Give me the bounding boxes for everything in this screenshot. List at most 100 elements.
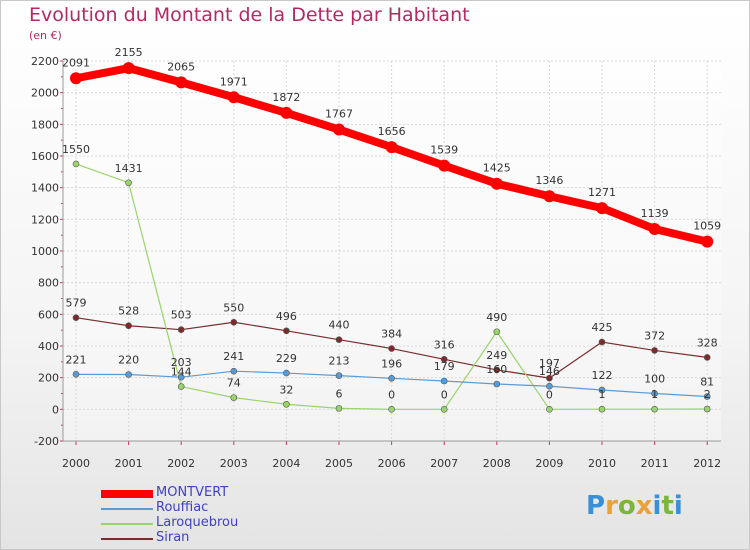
data-point-siran bbox=[388, 345, 395, 352]
x-tick-label: 2009 bbox=[535, 457, 563, 470]
data-point-siran bbox=[230, 318, 238, 326]
proxiti-logo: Proxiti bbox=[586, 491, 683, 521]
y-tick-label: 1200 bbox=[31, 213, 59, 226]
legend-label-rouffiac: Rouffiac bbox=[156, 500, 209, 515]
data-point-laroquebrou bbox=[493, 328, 501, 336]
data-label-laroquebrou: 32 bbox=[279, 383, 293, 396]
data-label-rouffiac: 241 bbox=[223, 350, 244, 363]
data-point-montvert bbox=[227, 91, 240, 104]
data-label-rouffiac: 81 bbox=[700, 376, 714, 389]
data-label-montvert: 2155 bbox=[115, 46, 143, 59]
data-point-laroquebrou bbox=[440, 406, 448, 413]
data-point-rouffiac bbox=[125, 371, 132, 378]
x-tick-label: 2002 bbox=[167, 457, 195, 470]
x-tick-label: 2004 bbox=[272, 457, 300, 470]
legend-label-laroquebrou: Laroquebrou bbox=[156, 515, 239, 530]
legend-label-montvert: MONTVERT bbox=[156, 485, 229, 500]
data-point-laroquebrou bbox=[703, 405, 711, 413]
data-label-laroquebrou: 6 bbox=[336, 387, 343, 400]
data-point-montvert bbox=[543, 190, 556, 203]
data-point-siran bbox=[125, 322, 132, 330]
legend-item-rouffiac: Rouffiac bbox=[101, 500, 401, 516]
legend-swatch-laroquebrou bbox=[101, 523, 153, 525]
data-label-rouffiac: 221 bbox=[66, 353, 87, 366]
x-tick-label: 2006 bbox=[378, 457, 406, 470]
data-point-rouffiac bbox=[546, 382, 553, 390]
data-label-rouffiac: 203 bbox=[171, 356, 192, 369]
x-tick-label: 2011 bbox=[641, 457, 669, 470]
data-point-montvert bbox=[438, 159, 451, 172]
data-point-siran bbox=[335, 336, 343, 343]
data-label-siran: 440 bbox=[329, 319, 350, 332]
data-label-siran: 528 bbox=[118, 305, 139, 318]
data-point-laroquebrou bbox=[651, 405, 658, 413]
chart-title: Evolution du Montant de la Dette par Hab… bbox=[29, 4, 470, 26]
data-label-rouffiac: 179 bbox=[434, 360, 455, 373]
legend-swatch-montvert bbox=[101, 490, 153, 498]
data-point-montvert bbox=[280, 106, 293, 119]
y-tick-label: 2200 bbox=[31, 55, 59, 68]
data-point-rouffiac bbox=[651, 390, 658, 397]
data-point-montvert bbox=[385, 141, 398, 154]
data-point-rouffiac bbox=[230, 367, 238, 375]
data-point-montvert bbox=[122, 62, 135, 75]
data-point-rouffiac bbox=[493, 380, 501, 388]
data-label-rouffiac: 213 bbox=[329, 355, 350, 368]
legend-swatch-siran bbox=[101, 538, 153, 540]
data-label-montvert: 2091 bbox=[62, 56, 90, 69]
data-label-montvert: 1059 bbox=[693, 220, 721, 233]
data-point-laroquebrou bbox=[335, 405, 343, 412]
x-tick-label: 2001 bbox=[115, 457, 143, 470]
data-label-rouffiac: 146 bbox=[539, 365, 560, 378]
data-label-laroquebrou: 0 bbox=[546, 388, 553, 401]
data-label-rouffiac: 100 bbox=[644, 373, 665, 386]
data-label-siran: 425 bbox=[592, 321, 613, 334]
data-point-rouffiac bbox=[283, 369, 290, 377]
y-tick-label: 400 bbox=[38, 340, 59, 353]
y-tick-label: 1800 bbox=[31, 118, 59, 131]
x-tick-label: 2005 bbox=[325, 457, 353, 470]
legend-swatch-rouffiac bbox=[101, 508, 153, 510]
data-label-siran: 384 bbox=[381, 328, 402, 341]
data-point-montvert bbox=[70, 72, 82, 85]
data-point-rouffiac bbox=[72, 371, 80, 378]
data-label-laroquebrou: 1550 bbox=[62, 143, 90, 156]
data-point-laroquebrou bbox=[598, 405, 606, 413]
y-tick-label: 800 bbox=[38, 277, 59, 290]
data-point-laroquebrou bbox=[388, 406, 395, 413]
logo-letter: i bbox=[652, 491, 662, 521]
y-tick-label: 0 bbox=[52, 403, 59, 416]
data-label-laroquebrou: 0 bbox=[388, 388, 395, 401]
y-tick-label: 200 bbox=[38, 372, 59, 385]
data-point-rouffiac bbox=[440, 377, 448, 385]
data-label-siran: 503 bbox=[171, 309, 192, 322]
legend-item-siran: Siran bbox=[101, 530, 401, 546]
data-point-montvert bbox=[701, 235, 714, 248]
data-label-montvert: 1872 bbox=[272, 91, 300, 104]
data-point-rouffiac bbox=[703, 393, 711, 400]
data-point-siran bbox=[72, 314, 80, 321]
data-label-rouffiac: 229 bbox=[276, 352, 297, 365]
data-label-montvert: 1425 bbox=[483, 162, 511, 175]
legend-label-siran: Siran bbox=[156, 530, 190, 545]
data-label-montvert: 2065 bbox=[167, 60, 195, 73]
data-point-laroquebrou bbox=[546, 406, 553, 413]
y-tick-label: 2000 bbox=[31, 87, 59, 100]
data-point-siran bbox=[546, 374, 553, 382]
data-label-laroquebrou: 1431 bbox=[115, 162, 143, 175]
data-point-siran bbox=[283, 327, 290, 335]
data-point-siran bbox=[440, 355, 448, 363]
logo-letter: t bbox=[661, 491, 674, 521]
data-point-siran bbox=[651, 347, 658, 354]
data-label-siran: 579 bbox=[66, 297, 87, 310]
logo-letter: r bbox=[605, 491, 618, 521]
data-label-laroquebrou: 1 bbox=[599, 388, 606, 401]
data-point-laroquebrou bbox=[72, 160, 80, 168]
data-label-laroquebrou: 74 bbox=[227, 377, 241, 390]
data-point-montvert bbox=[648, 222, 661, 235]
data-point-siran bbox=[493, 366, 501, 374]
data-point-laroquebrou bbox=[125, 179, 132, 187]
logo-letter: P bbox=[586, 491, 606, 521]
